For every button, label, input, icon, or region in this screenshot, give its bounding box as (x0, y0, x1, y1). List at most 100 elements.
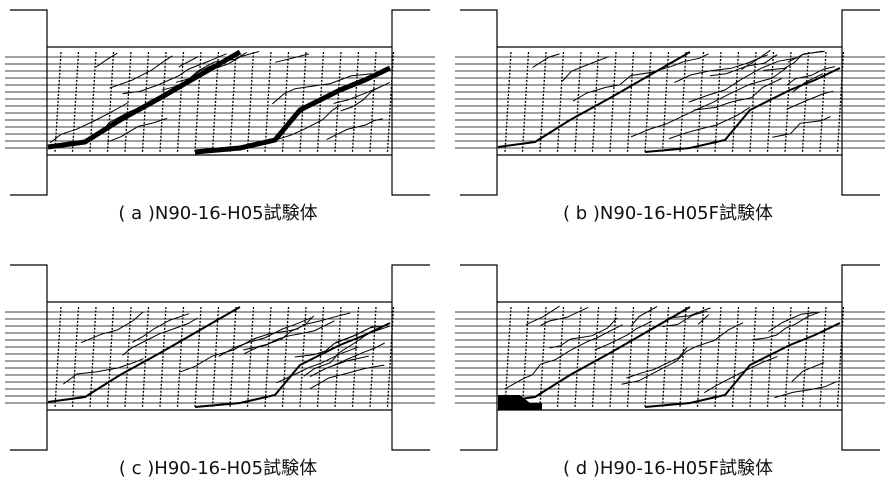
crack (662, 310, 708, 328)
crack (504, 324, 623, 390)
stirrup-line (386, 51, 395, 153)
crack (561, 56, 609, 82)
panel-caption: ( b )N90-16-H05F試験体 (563, 203, 773, 224)
crack (621, 322, 744, 385)
stirrup-line (626, 306, 635, 408)
stirrup-line (836, 51, 845, 153)
crack (525, 305, 560, 326)
specimen-panel: ( c )H90-16-H05試験体 (5, 264, 435, 479)
specimen-panel: ( b )N90-16-H05F試験体 (455, 9, 885, 224)
stirrup-line (504, 306, 512, 408)
crack (668, 106, 750, 140)
crack (532, 53, 560, 69)
crack (772, 115, 831, 138)
crack (688, 57, 798, 103)
stirrup-line (574, 51, 582, 153)
stirrup-line (281, 51, 290, 153)
stirrup-line (539, 51, 547, 153)
stirrup-line (71, 306, 80, 408)
stirrup-line (591, 51, 600, 153)
crack (741, 49, 771, 70)
stirrup-line (351, 51, 360, 153)
main-crack (47, 306, 241, 403)
main-crack (497, 51, 691, 148)
stirrup-line (749, 306, 757, 408)
stirrup-line (819, 51, 827, 153)
stirrup-line (369, 306, 377, 408)
stirrup-line (194, 306, 202, 408)
crack (668, 307, 711, 319)
stirrup-line (141, 306, 150, 408)
stirrup-line (556, 51, 565, 153)
stirrup-line (521, 306, 530, 408)
stirrup-line (229, 306, 237, 408)
stirrup-line (784, 306, 792, 408)
stirrup-line (141, 51, 150, 153)
crack (331, 342, 385, 367)
crack (275, 53, 310, 63)
stirrup-line (299, 306, 307, 408)
stirrup-line (54, 51, 62, 153)
stirrup-line (644, 306, 652, 408)
crack (80, 311, 144, 344)
crack (594, 320, 653, 351)
stirrup-line (696, 306, 705, 408)
stirrup-line (106, 306, 115, 408)
crack (703, 356, 778, 394)
stirrup-line (369, 51, 377, 153)
stirrup-line (661, 51, 670, 153)
stirrup-line (539, 306, 547, 408)
crack (786, 90, 834, 110)
stirrup-line (679, 306, 687, 408)
specimen-outline (460, 264, 880, 451)
stirrup-line (246, 306, 255, 408)
crack (774, 380, 838, 399)
crack (709, 54, 778, 77)
stirrup-line (71, 51, 80, 153)
crack (95, 52, 118, 68)
specimen-outline (10, 264, 430, 451)
crack (792, 73, 824, 93)
stirrup-line (264, 51, 272, 153)
specimen-panel: ( d )H90-16-H05F試験体 (455, 264, 885, 479)
crack (109, 55, 173, 89)
stirrup-line (159, 306, 167, 408)
stirrup-line (176, 306, 185, 408)
crack (49, 102, 128, 144)
stirrup-line (609, 306, 617, 408)
stirrup-line (246, 51, 255, 153)
crack (276, 346, 360, 384)
crack (178, 56, 199, 68)
crack (122, 317, 198, 356)
crack (179, 328, 299, 373)
stirrup-line (626, 51, 635, 153)
stirrup-line (351, 306, 360, 408)
stirrup-line (819, 306, 827, 408)
crack (626, 346, 688, 379)
stirrup-line (591, 306, 600, 408)
stirrup-line (106, 51, 115, 153)
stirrup-line (644, 51, 652, 153)
stirrup-line (749, 51, 757, 153)
stirrup-line (836, 306, 845, 408)
panel-caption: ( a )N90-16-H05試験体 (118, 203, 317, 224)
crack (791, 362, 825, 382)
stirrup-line (661, 306, 670, 408)
stirrup-line (334, 306, 342, 408)
stirrup-line (211, 51, 220, 153)
main-crack (47, 49, 242, 150)
crack (572, 53, 709, 102)
crack (630, 306, 658, 328)
crack (763, 50, 823, 71)
stirrup-line (386, 306, 395, 408)
stirrup-line (696, 51, 705, 153)
crack (549, 317, 618, 349)
crack (630, 67, 788, 138)
main-crack (644, 67, 841, 153)
panel-caption: ( d )H90-16-H05F試験体 (563, 458, 773, 479)
crack (132, 313, 190, 343)
stirrup-line (766, 51, 775, 153)
main-crack (194, 322, 391, 408)
stirrup-line (731, 51, 740, 153)
